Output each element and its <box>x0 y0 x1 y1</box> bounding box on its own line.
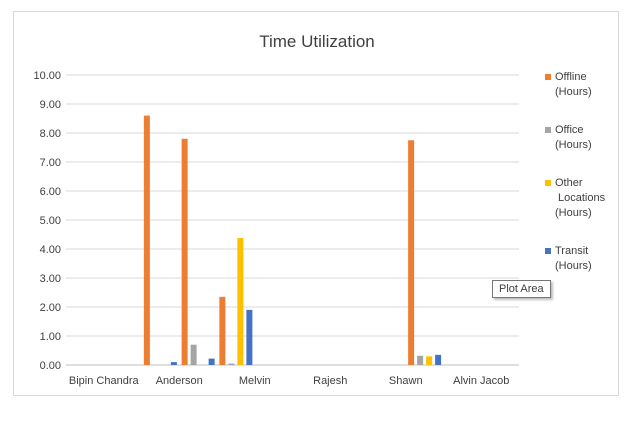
y-tick-label: 6.00 <box>40 186 61 198</box>
plot-area-tooltip: Plot Area <box>492 280 551 298</box>
bar <box>143 115 150 365</box>
legend-item[interactable]: Other Locations (Hours) <box>545 177 606 219</box>
legend-label: Locations <box>558 192 606 204</box>
chart[interactable]: 0.00 1.00 2.00 3.00 4.00 5.00 6.00 7.00 8.00 9.00… <box>14 12 620 397</box>
legend-label: (Hours) <box>555 139 592 151</box>
legend-item[interactable]: Transit (Hours) <box>545 245 592 272</box>
y-tick-label: 1.00 <box>40 331 61 343</box>
y-tick-label: 3.00 <box>40 273 61 285</box>
x-tick-label: Alvin Jacob <box>453 375 509 387</box>
x-tick-label: Bipin Chandra <box>69 375 140 387</box>
x-tick-label: Melvin <box>239 375 271 387</box>
legend-label: Transit <box>555 245 588 257</box>
legend-label: Office <box>555 124 584 136</box>
bar <box>417 355 424 365</box>
y-axis: 0.00 1.00 2.00 3.00 4.00 5.00 6.00 7.00 8.00 9.00… <box>33 70 61 372</box>
legend-item[interactable]: Office (Hours) <box>545 124 592 151</box>
y-tick-label: 10.00 <box>33 70 61 82</box>
bar <box>181 138 188 365</box>
y-tick-label: 4.00 <box>40 244 61 256</box>
bar <box>246 309 253 365</box>
legend-label: Other <box>555 177 583 189</box>
y-tick-label: 0.00 <box>40 360 61 372</box>
x-tick-label: Rajesh <box>313 375 347 387</box>
legend-swatch <box>545 248 551 254</box>
x-tick-label: Shawn <box>389 375 423 387</box>
legend-swatch <box>545 127 551 133</box>
y-tick-label: 2.00 <box>40 302 61 314</box>
y-tick-label: 7.00 <box>40 157 61 169</box>
bar <box>435 354 442 365</box>
legend-label: Offline <box>555 71 587 83</box>
gridlines <box>66 74 519 366</box>
legend-label: (Hours) <box>555 207 592 219</box>
bar <box>408 140 415 365</box>
chart-frame[interactable]: 0.00 1.00 2.00 3.00 4.00 5.00 6.00 7.00 8.00 9.00… <box>13 11 619 396</box>
legend-swatch <box>545 74 551 80</box>
chart-title: Time Utilization <box>259 32 375 51</box>
x-tick-label: Anderson <box>156 375 203 387</box>
legend[interactable]: Offline (Hours) Office (Hours) Other Location… <box>545 71 606 272</box>
bar <box>208 358 215 365</box>
legend-item[interactable]: Offline (Hours) <box>545 71 592 98</box>
legend-swatch <box>545 180 551 186</box>
bar <box>237 237 244 365</box>
y-tick-label: 8.00 <box>40 128 61 140</box>
bar <box>228 363 235 365</box>
bar <box>190 344 197 365</box>
bar <box>219 296 226 365</box>
y-tick-label: 5.00 <box>40 215 61 227</box>
bar <box>170 362 177 365</box>
bars <box>143 115 442 365</box>
x-axis: Bipin Chandra Anderson Melvin Rajesh Shawn Al… <box>69 375 509 387</box>
bar <box>426 356 433 365</box>
legend-label: (Hours) <box>555 86 592 98</box>
y-tick-label: 9.00 <box>40 99 61 111</box>
legend-label: (Hours) <box>555 260 592 272</box>
